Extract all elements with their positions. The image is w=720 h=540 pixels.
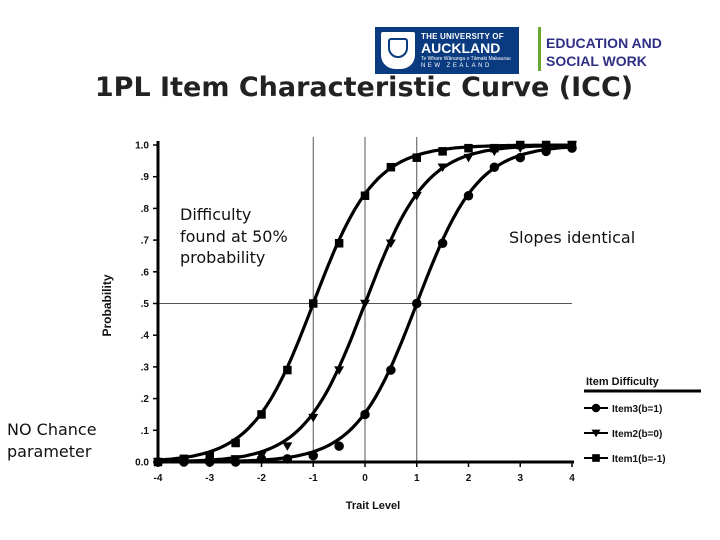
legend-marker [591,429,601,438]
data-point [360,299,370,309]
data-point [257,410,266,419]
x-tick-label: 3 [517,473,523,484]
data-point [334,441,344,451]
data-point [437,163,448,172]
y-tick-label: .9 [141,172,150,183]
data-point [567,140,577,150]
y-tick-label: .6 [141,267,150,278]
y-tick-label: 0.0 [135,458,149,469]
logo-line-3: Te Whare Wānanga o Tāmaki Makaurau [421,56,511,62]
x-tick-label: 0 [362,473,368,484]
data-point [334,239,344,248]
data-point [309,299,318,308]
x-tick-label: -2 [257,473,266,484]
data-point [464,143,473,153]
logo-line-4: NEW ZEALAND [421,63,492,69]
faculty-divider [538,27,541,71]
data-point [230,455,241,464]
y-tick-label: .3 [141,362,150,373]
difficulty-note: Difficulty found at 50% probability [180,205,288,267]
y-tick-label: .4 [141,331,150,342]
data-point [204,458,215,467]
data-point [179,454,189,464]
x-axis-title: Trait Level [346,500,400,512]
data-point [334,366,345,375]
y-tick-label: .8 [141,204,150,215]
data-point [412,298,422,309]
faculty-name-line-1: EDUCATION AND [546,35,662,51]
university-logo: THE UNIVERSITY OF AUCKLAND Te Whare Wāna… [375,27,519,74]
slopes-note: Slopes identical [509,228,636,247]
x-tick-label: -4 [154,473,163,484]
data-point [489,162,500,172]
crest-icon [381,32,415,69]
data-point [153,457,163,467]
data-point [516,140,525,150]
data-point [438,147,447,156]
x-tick-label: -1 [309,473,318,484]
data-point [256,451,267,461]
legend-label: Item1(b=-1) [612,454,666,465]
y-tick-label: .7 [141,236,150,247]
data-point [412,153,421,162]
y-tick-label: 1.0 [135,141,149,152]
data-point [360,191,370,200]
faculty-name-line-2: SOCIAL WORK [546,53,647,69]
data-point [360,409,370,420]
y-tick-label: .1 [141,426,150,437]
chance-note: NO Chance parameter [7,420,97,461]
y-tick-label: .5 [141,299,150,310]
data-point [515,152,525,163]
x-tick-label: 2 [466,473,472,484]
data-point [282,442,293,451]
logo-line-2: AUCKLAND [421,40,501,56]
x-tick-label: 1 [414,473,420,484]
data-point [463,153,474,163]
legend-title: Item Difficulty [586,376,660,388]
data-point [386,365,396,375]
data-point [205,451,214,460]
data-point [463,190,474,201]
page-title: 1PL Item Characteristic Curve (ICC) [94,72,634,103]
data-point [308,450,318,461]
legend-marker [592,454,600,462]
legend-label: Item2(b=0) [612,429,662,440]
data-point [308,413,319,423]
data-point [282,454,293,464]
legend-label: Item3(b=1) [612,404,662,415]
data-point [386,162,396,172]
y-axis-title: Probability [100,274,114,336]
x-tick-label: 4 [569,473,575,484]
data-point [437,238,448,249]
data-point [385,239,396,249]
data-point [541,140,551,150]
data-point [490,143,499,153]
data-point [411,191,422,201]
data-point [231,438,240,448]
x-tick-label: -3 [205,473,214,484]
logo-line-1: THE UNIVERSITY OF [421,32,504,41]
data-point [283,365,292,375]
y-tick-label: .2 [141,394,150,405]
legend-marker [591,403,601,413]
